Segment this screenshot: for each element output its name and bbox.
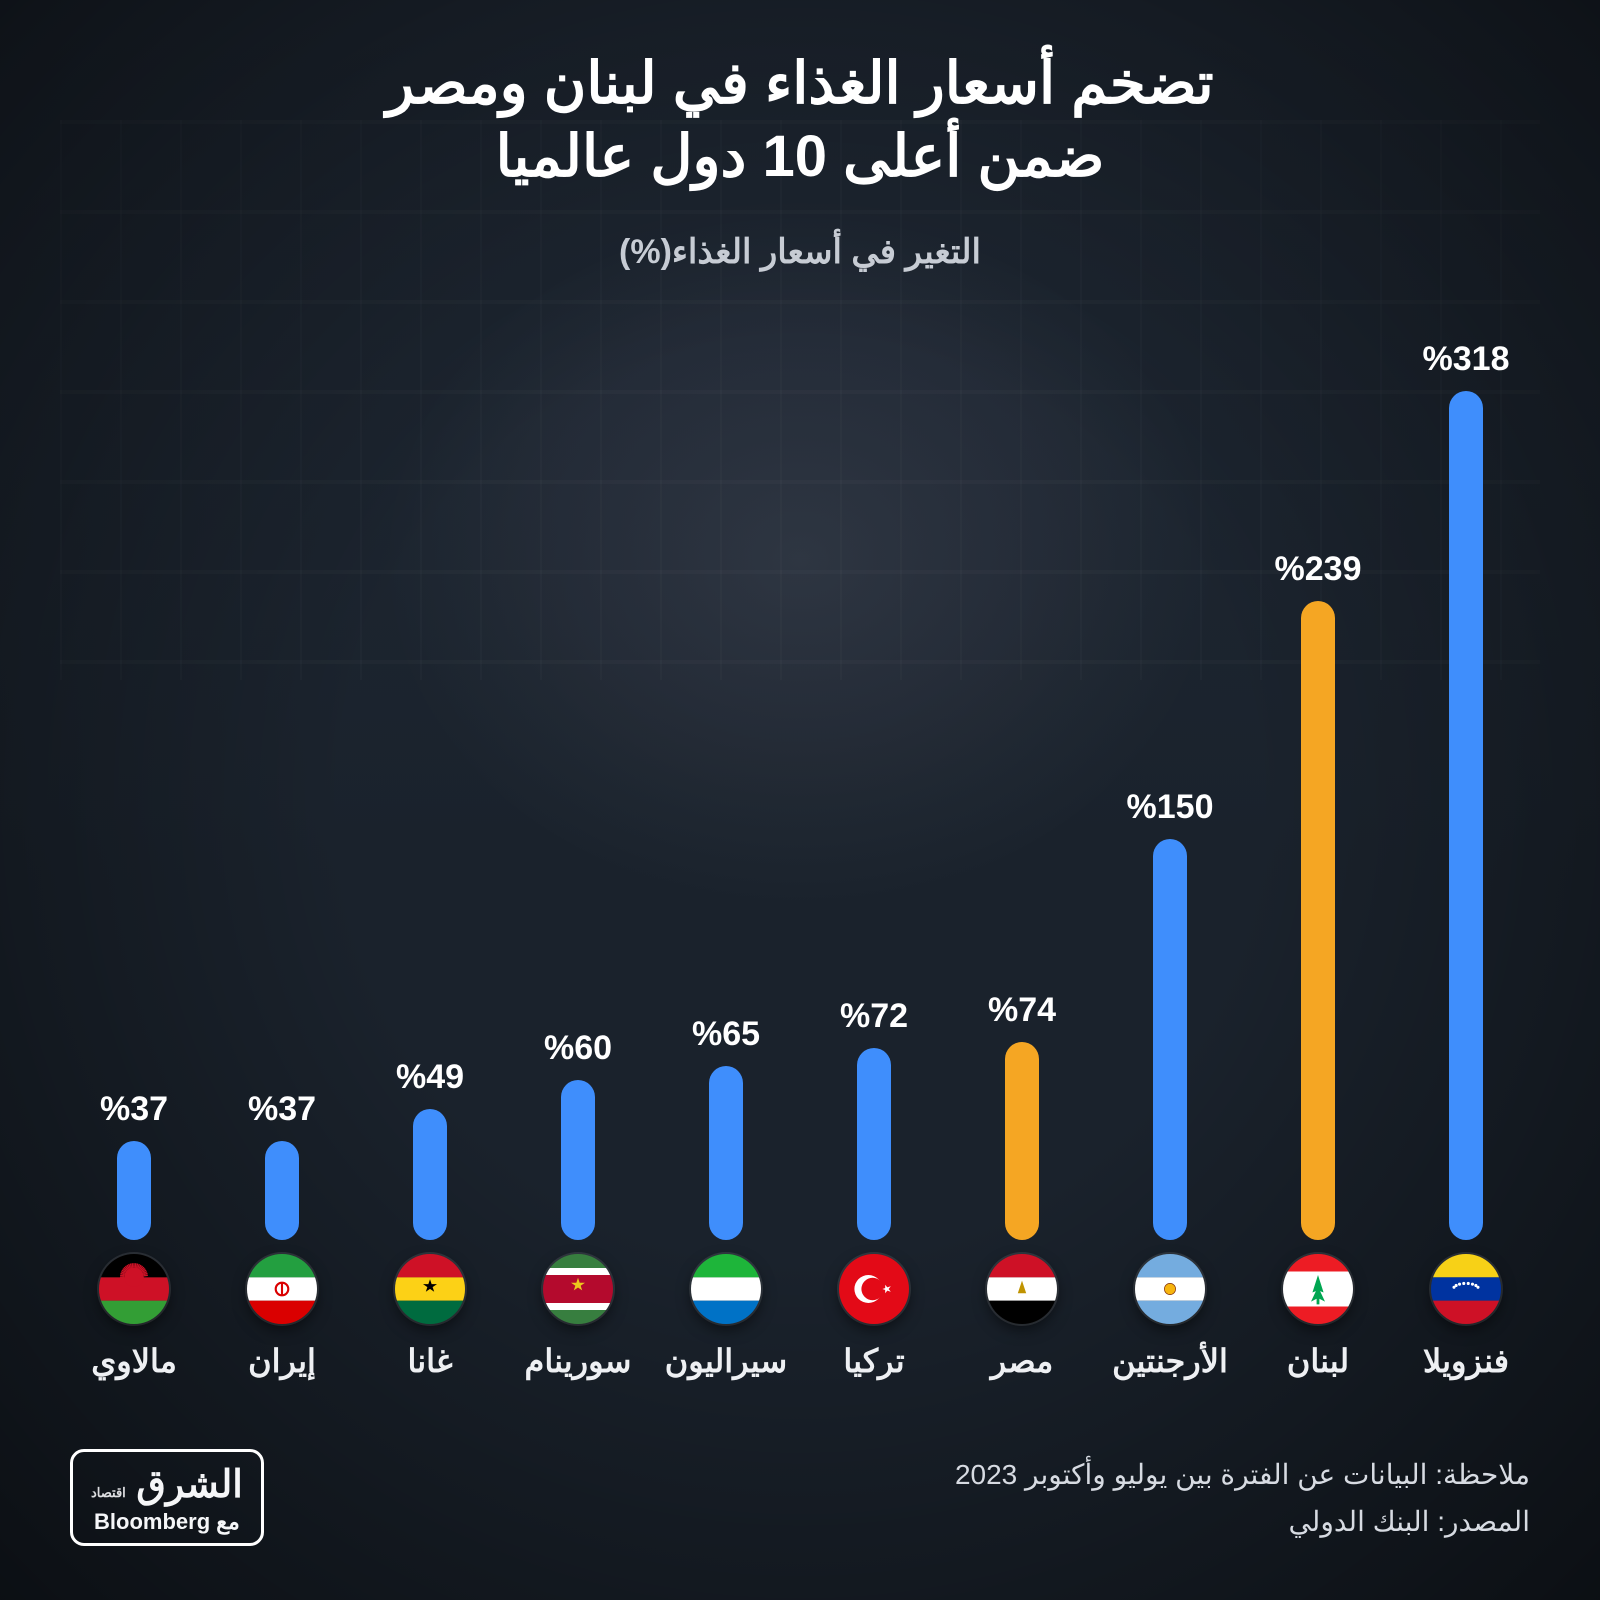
bar-column: %150 الأرجنتين <box>1096 340 1244 1380</box>
bar-column: %318 فنزويلا <box>1392 340 1540 1380</box>
bar-value-label: %49 <box>396 1058 464 1097</box>
chart-subtitle: التغير في أسعار الغذاء(%) <box>0 232 1600 272</box>
turkey-flag-icon <box>839 1254 909 1324</box>
sierra_leone-flag-icon <box>691 1254 761 1324</box>
bar-column: %239 لبنان <box>1244 340 1392 1380</box>
bar <box>1005 1042 1039 1240</box>
bar <box>265 1141 299 1240</box>
bar-chart-inner: %318 فنزويلا %239 لبنان %150 الأرجنتين %74 مصر%… <box>60 340 1540 1380</box>
bar <box>709 1066 743 1240</box>
bar-column: %65 سيراليون <box>652 340 800 1380</box>
bar <box>1449 391 1483 1240</box>
bar-column: %60 سورينام <box>504 340 652 1380</box>
infographic-canvas: تضخم أسعار الغذاء في لبنان ومصر ضمن أعلى… <box>0 0 1600 1600</box>
malawi-flag-icon <box>99 1254 169 1324</box>
footer-notes: ملاحظة: البيانات عن الفترة بين يوليو وأك… <box>955 1451 1530 1546</box>
country-label: لبنان <box>1287 1342 1349 1380</box>
country-label: غانا <box>407 1342 452 1380</box>
title-line-1: تضخم أسعار الغذاء في لبنان ومصر <box>0 48 1600 121</box>
bar-column: %37 مالاوي <box>60 340 208 1380</box>
bar-value-label: %65 <box>692 1015 760 1054</box>
footer: ملاحظة: البيانات عن الفترة بين يوليو وأك… <box>70 1449 1530 1546</box>
logo-sub-text: Bloomberg مع <box>91 1509 243 1535</box>
country-label: سورينام <box>525 1342 632 1380</box>
bar-column: %37 إيران <box>208 340 356 1380</box>
argentina-flag-icon <box>1135 1254 1205 1324</box>
bar-value-label: %72 <box>840 997 908 1036</box>
country-label: مالاوي <box>91 1342 177 1380</box>
bar-value-label: %318 <box>1423 340 1510 379</box>
country-label: فنزويلا <box>1423 1342 1509 1380</box>
source-line: المصدر: البنك الدولي <box>955 1498 1530 1546</box>
bar <box>561 1080 595 1240</box>
egypt-flag-icon <box>987 1254 1057 1324</box>
bar-chart: %318 فنزويلا %239 لبنان %150 الأرجنتين %74 مصر%… <box>60 340 1540 1380</box>
title-line-2: ضمن أعلى 10 دول عالميا <box>0 121 1600 194</box>
bar <box>857 1048 891 1240</box>
bar <box>117 1141 151 1240</box>
lebanon-flag-icon <box>1283 1254 1353 1324</box>
bar-value-label: %37 <box>100 1090 168 1129</box>
bar-column: %49 غانا <box>356 340 504 1380</box>
country-label: الأرجنتين <box>1112 1342 1228 1380</box>
venezuela-flag-icon <box>1431 1254 1501 1324</box>
ghana-flag-icon <box>395 1254 465 1324</box>
logo-main-text: الشرق اقتصاد <box>91 1462 243 1507</box>
iran-flag-icon <box>247 1254 317 1324</box>
country-label: سيراليون <box>665 1342 787 1380</box>
note-line: ملاحظة: البيانات عن الفترة بين يوليو وأك… <box>955 1451 1530 1499</box>
country-label: إيران <box>248 1342 316 1380</box>
bar-column: %72 تركيا <box>800 340 948 1380</box>
chart-title: تضخم أسعار الغذاء في لبنان ومصر ضمن أعلى… <box>0 48 1600 193</box>
bar <box>1153 839 1187 1240</box>
bar <box>413 1109 447 1240</box>
bar-column: %74 مصر <box>948 340 1096 1380</box>
bar <box>1301 601 1335 1240</box>
bar-value-label: %150 <box>1127 788 1214 827</box>
bar-value-label: %60 <box>544 1029 612 1068</box>
bar-value-label: %74 <box>988 991 1056 1030</box>
bar-value-label: %239 <box>1275 550 1362 589</box>
country-label: مصر <box>991 1342 1054 1380</box>
bar-value-label: %37 <box>248 1090 316 1129</box>
publisher-logo: الشرق اقتصاد Bloomberg مع <box>70 1449 264 1546</box>
country-label: تركيا <box>843 1342 904 1380</box>
suriname-flag-icon <box>543 1254 613 1324</box>
